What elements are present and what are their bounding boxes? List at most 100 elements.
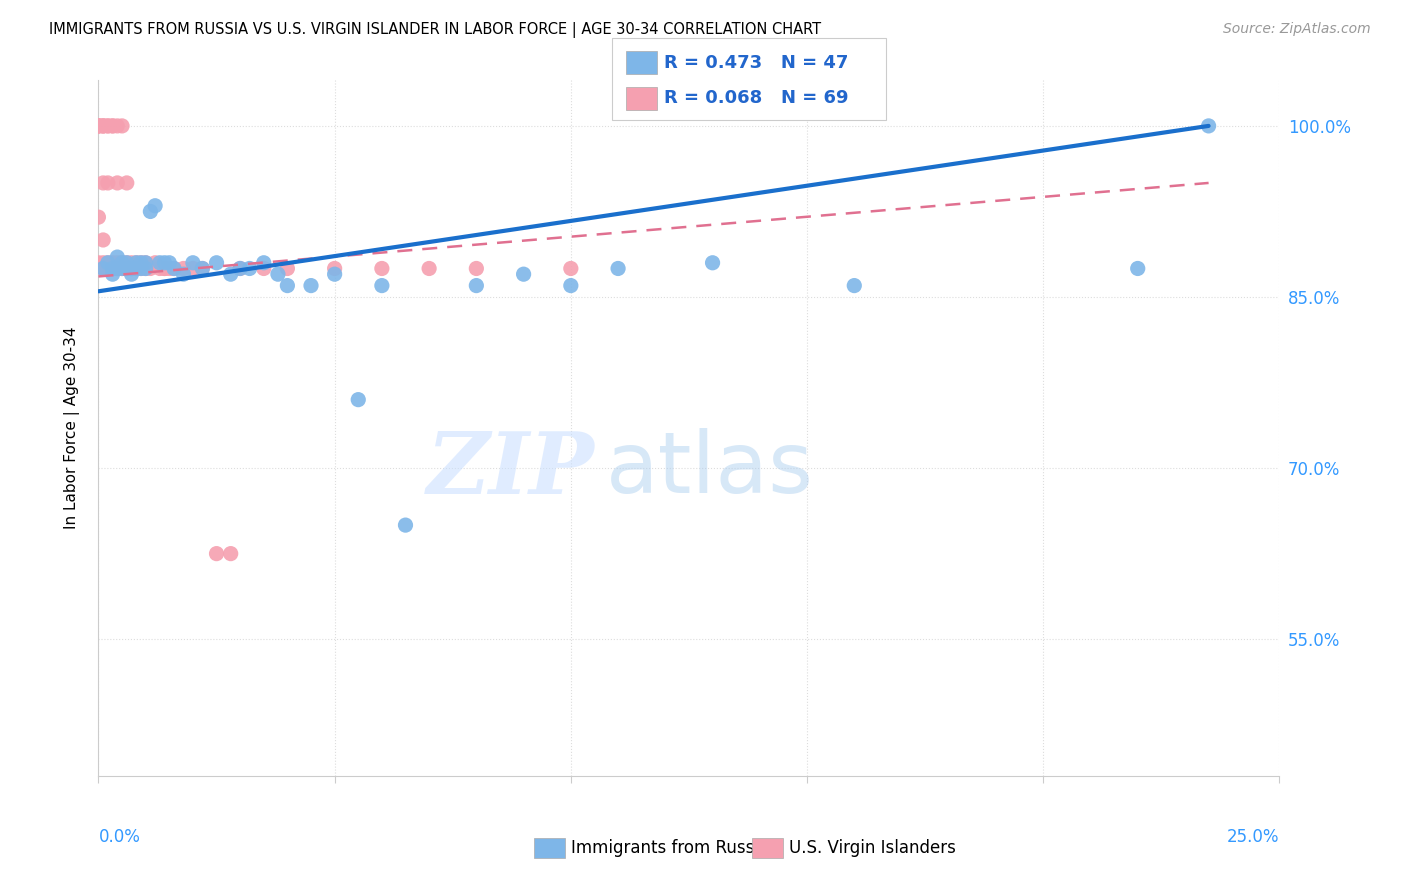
Point xyxy=(560,278,582,293)
Point xyxy=(347,392,370,407)
Point xyxy=(181,261,204,276)
Point xyxy=(97,256,120,270)
Point xyxy=(105,176,128,190)
Point xyxy=(371,278,394,293)
Text: Source: ZipAtlas.com: Source: ZipAtlas.com xyxy=(1223,22,1371,37)
Point xyxy=(87,119,110,133)
Point xyxy=(163,261,186,276)
Point xyxy=(125,256,148,270)
Point xyxy=(229,261,252,276)
Point xyxy=(465,278,488,293)
Point xyxy=(139,261,162,276)
Point xyxy=(115,261,138,276)
Point xyxy=(149,261,172,276)
Point xyxy=(87,119,110,133)
Point xyxy=(129,256,152,270)
Point xyxy=(111,256,134,270)
Point xyxy=(121,261,143,276)
Point xyxy=(105,256,128,270)
Point xyxy=(115,256,138,270)
Point xyxy=(191,261,214,276)
Point xyxy=(101,267,124,281)
Point xyxy=(253,261,276,276)
Point xyxy=(253,256,276,270)
Point xyxy=(105,261,128,276)
Text: R = 0.473   N = 47: R = 0.473 N = 47 xyxy=(664,54,848,72)
Point xyxy=(105,261,128,276)
Point xyxy=(111,261,134,276)
Text: 0.0%: 0.0% xyxy=(98,828,141,847)
Point xyxy=(121,267,143,281)
Point xyxy=(91,119,114,133)
Point xyxy=(129,256,152,270)
Point xyxy=(101,261,124,276)
Point xyxy=(323,261,346,276)
Point xyxy=(129,261,152,276)
Point xyxy=(1198,119,1220,133)
Point xyxy=(105,119,128,133)
Point xyxy=(91,256,114,270)
Point xyxy=(135,256,157,270)
Point xyxy=(97,261,120,276)
Point xyxy=(91,261,114,276)
Point xyxy=(181,256,204,270)
Text: Immigrants from Russia: Immigrants from Russia xyxy=(571,839,769,857)
Point xyxy=(219,547,242,561)
Point xyxy=(87,119,110,133)
Point xyxy=(101,119,124,133)
Point xyxy=(205,256,228,270)
Point xyxy=(97,119,120,133)
Point xyxy=(121,261,143,276)
Point xyxy=(219,267,242,281)
Point xyxy=(115,256,138,270)
Point xyxy=(111,261,134,276)
Point xyxy=(101,256,124,270)
Point xyxy=(115,176,138,190)
Text: 25.0%: 25.0% xyxy=(1227,828,1279,847)
Point xyxy=(229,261,252,276)
Point xyxy=(87,119,110,133)
Point xyxy=(153,256,176,270)
Point xyxy=(91,119,114,133)
Point xyxy=(111,119,134,133)
Point xyxy=(702,256,724,270)
Point xyxy=(101,261,124,276)
Text: IMMIGRANTS FROM RUSSIA VS U.S. VIRGIN ISLANDER IN LABOR FORCE | AGE 30-34 CORREL: IMMIGRANTS FROM RUSSIA VS U.S. VIRGIN IS… xyxy=(49,22,821,38)
Point xyxy=(121,261,143,276)
Point xyxy=(97,119,120,133)
Point xyxy=(97,176,120,190)
Text: U.S. Virgin Islanders: U.S. Virgin Islanders xyxy=(789,839,956,857)
Point xyxy=(91,261,114,276)
Y-axis label: In Labor Force | Age 30-34: In Labor Force | Age 30-34 xyxy=(63,326,80,530)
Point xyxy=(87,256,110,270)
Point xyxy=(97,256,120,270)
Point xyxy=(125,261,148,276)
Point xyxy=(139,204,162,219)
Point xyxy=(97,261,120,276)
Point xyxy=(101,261,124,276)
Point xyxy=(153,261,176,276)
Point xyxy=(1126,261,1149,276)
Point xyxy=(111,256,134,270)
Point xyxy=(121,256,143,270)
Point xyxy=(205,547,228,561)
Point xyxy=(125,256,148,270)
Point xyxy=(91,261,114,276)
Point xyxy=(299,278,322,293)
Point xyxy=(135,256,157,270)
Point xyxy=(560,261,582,276)
Point xyxy=(323,267,346,281)
Point xyxy=(371,261,394,276)
Point xyxy=(129,261,152,276)
Point xyxy=(512,267,534,281)
Point xyxy=(143,199,166,213)
Point xyxy=(157,256,180,270)
Point xyxy=(115,261,138,276)
Point xyxy=(172,267,194,281)
Point xyxy=(418,261,440,276)
Point xyxy=(276,278,298,293)
Point xyxy=(115,261,138,276)
Point xyxy=(172,261,194,276)
Point xyxy=(607,261,630,276)
Point xyxy=(844,278,866,293)
